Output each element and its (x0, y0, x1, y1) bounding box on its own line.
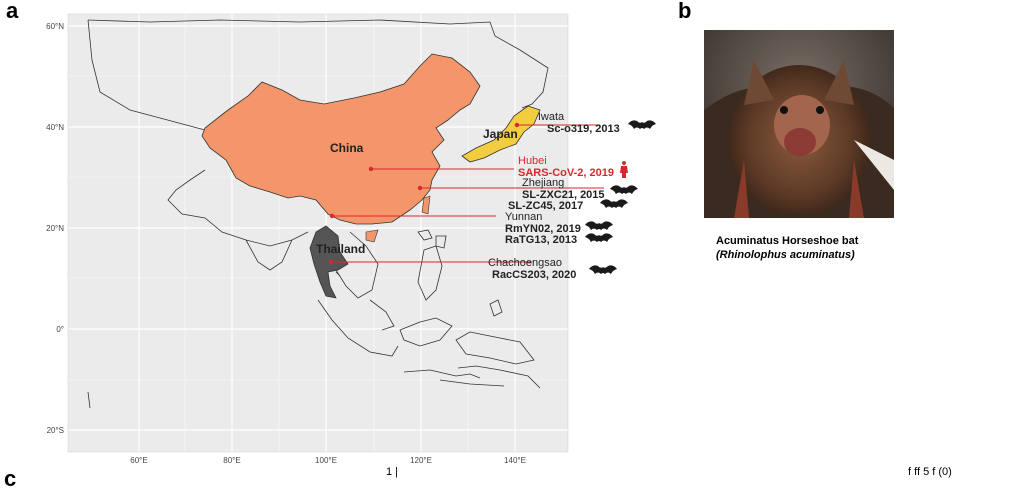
panel-label-b: b (678, 0, 692, 23)
site-strain-iwata: Sc-o319, 2013 (547, 123, 620, 135)
thailand-label: Thailand (316, 242, 365, 256)
site-markers (328, 122, 520, 265)
site-marker-chachoengsao (328, 259, 334, 265)
lat-tick-label: 20°S (47, 426, 64, 435)
site-place-yunnan: Yunnan (505, 211, 542, 223)
bat-icon (628, 120, 656, 129)
site-strain-zhejiang-1: SL-ZXC21, 2015 (522, 189, 605, 201)
lon-tick-label: 100°E (315, 456, 337, 465)
site-strain-yunnan-1: RmYN02, 2019 (505, 223, 581, 235)
longitude-axis: 60°E 80°E 100°E 120°E 140°E (130, 456, 526, 465)
lat-tick-label: 0° (56, 325, 64, 334)
asia-map-figure: China Japan Thailand 60°N 40°N 20°N 0° 2… (46, 13, 656, 465)
bat-icon (589, 265, 617, 274)
site-strain-yunnan-2: RaTG13, 2013 (505, 234, 577, 246)
china-label: China (330, 141, 364, 155)
human-icon (620, 161, 628, 178)
site-leader-lines (331, 124, 604, 263)
lon-tick-label: 60°E (130, 456, 147, 465)
site-place-hubei: Hubei (518, 155, 547, 167)
photo-caption-common-name: Acuminatus Horseshoe bat (716, 235, 859, 247)
site-place-iwata: Iwata (538, 111, 565, 123)
site-strain-zhejiang-2: SL-ZC45, 2017 (508, 200, 583, 212)
land-outlines (87, 19, 549, 409)
bat-icon (600, 199, 628, 208)
lat-tick-label: 40°N (46, 123, 64, 132)
panel-label-a: a (6, 0, 19, 23)
lat-tick-label: 60°N (46, 22, 64, 31)
cropped-text-right: f ff 5 f (0) (908, 466, 952, 478)
bat-icon (585, 221, 613, 230)
site-marker-hubei (368, 166, 374, 172)
bat-icon (610, 185, 638, 194)
site-strain-chachoengsao: RacCS203, 2020 (492, 269, 576, 281)
lon-tick-label: 140°E (504, 456, 526, 465)
lon-tick-label: 80°E (223, 456, 240, 465)
china-region (201, 53, 481, 225)
bat-photo (704, 30, 894, 218)
lon-tick-label: 120°E (410, 456, 432, 465)
panel-label-c: c (4, 466, 17, 491)
lat-tick-label: 20°N (46, 224, 64, 233)
photo-caption-latin-name: (Rhinolophus acuminatus) (716, 249, 855, 261)
bat-icon (585, 233, 613, 242)
site-marker-zhejiang (417, 185, 423, 191)
site-marker-yunnan (329, 213, 335, 219)
site-place-chachoengsao: Chachoengsao (488, 257, 562, 269)
latitude-axis: 60°N 40°N 20°N 0° 20°S (46, 22, 64, 435)
site-place-zhejiang: Zhejiang (522, 177, 564, 189)
japan-label: Japan (483, 127, 518, 141)
site-strain-hubei: SARS-CoV-2, 2019 (518, 167, 614, 179)
site-marker-iwata (514, 122, 520, 128)
cropped-text-left: 1 | (386, 466, 399, 478)
